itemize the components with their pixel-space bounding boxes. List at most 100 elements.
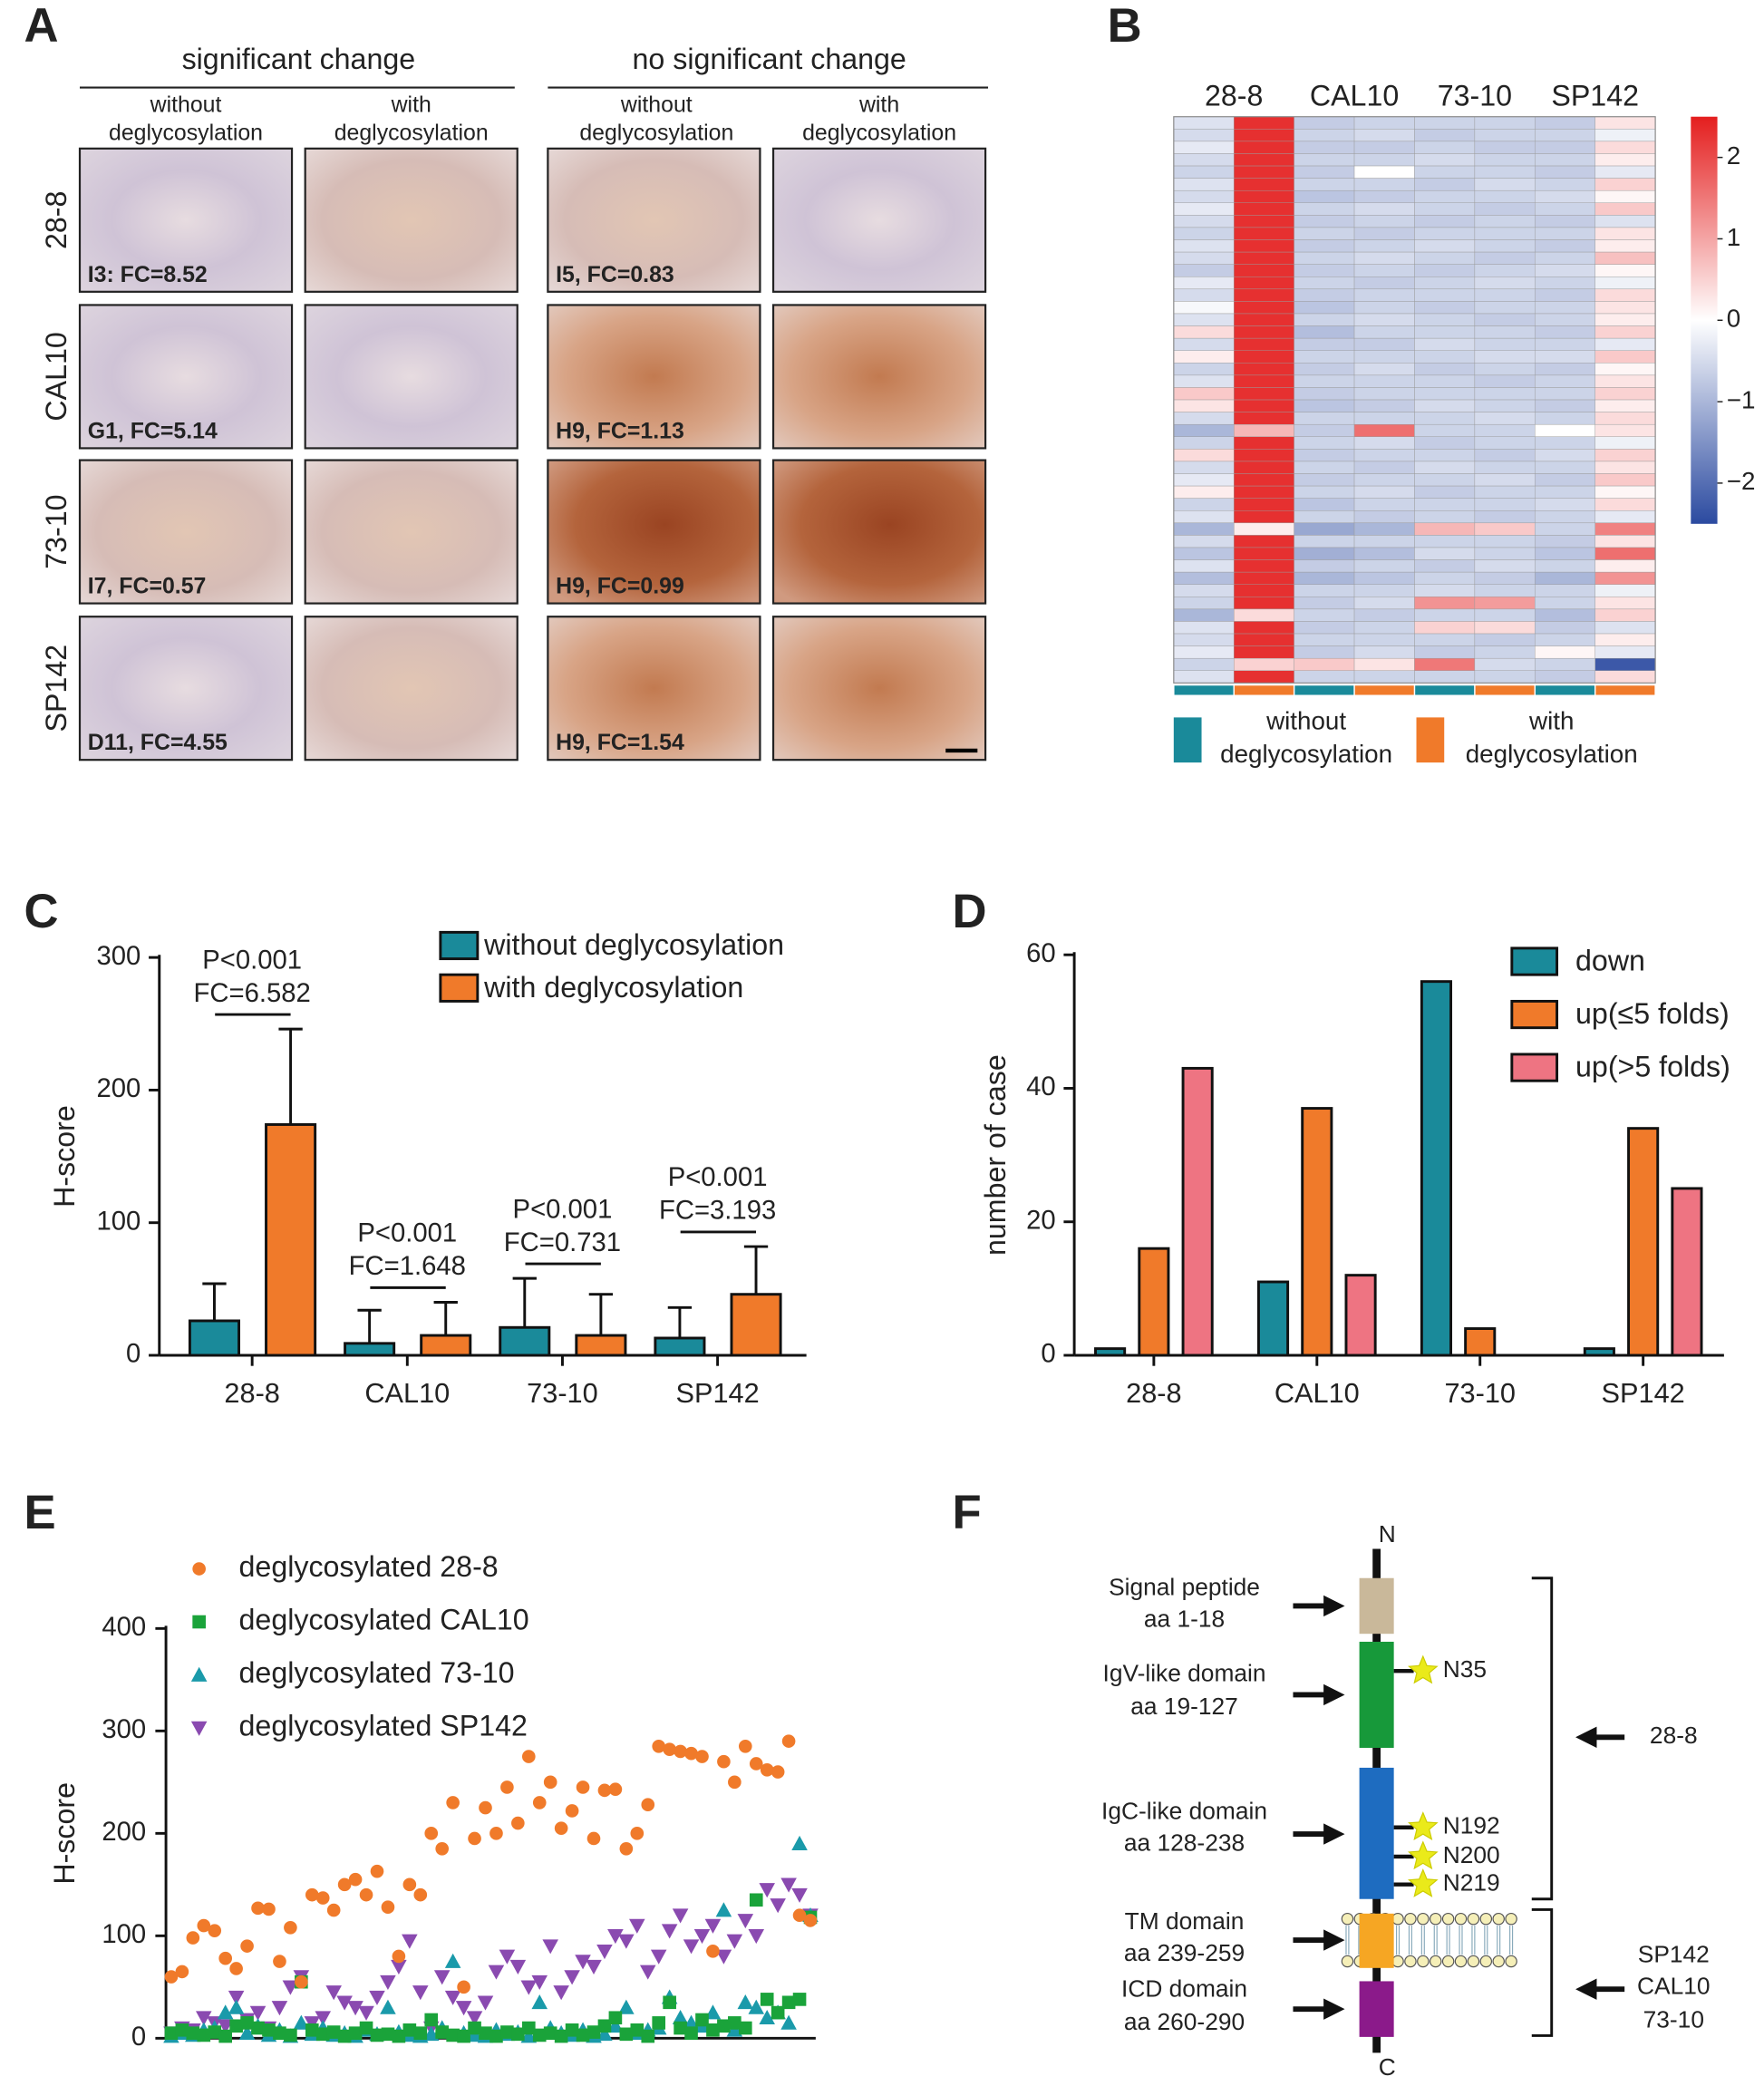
heatmap-cell bbox=[1173, 571, 1235, 585]
point bbox=[760, 1762, 774, 1777]
heatmap-cell bbox=[1234, 535, 1294, 548]
heatmap-cell bbox=[1414, 608, 1476, 622]
row-label: CAL10 bbox=[40, 332, 73, 421]
y-tick-label: 0 bbox=[126, 1340, 141, 1369]
point bbox=[630, 2023, 645, 2037]
domain-range: aa 1-18 bbox=[1144, 1606, 1225, 1633]
heatmap-cell bbox=[1594, 645, 1656, 659]
bar bbox=[730, 1293, 782, 1357]
legend-marker bbox=[190, 1666, 208, 1682]
heatmap-cell bbox=[1294, 535, 1355, 548]
heatmap-cell bbox=[1294, 387, 1355, 401]
heatmap-cell bbox=[1353, 227, 1415, 240]
heatmap-cell bbox=[1474, 189, 1536, 203]
lipid-head bbox=[1391, 1955, 1404, 1968]
heatmap-cell bbox=[1414, 350, 1476, 364]
heatmap-cell bbox=[1353, 399, 1415, 412]
point bbox=[607, 1929, 624, 1945]
y-axis-label: H-score bbox=[48, 1105, 81, 1208]
heatmap-cell bbox=[1173, 449, 1235, 462]
glycosylation-star bbox=[1408, 1840, 1439, 1870]
ihc-image bbox=[547, 147, 761, 293]
heatmap-cell bbox=[1353, 547, 1415, 560]
point bbox=[489, 1827, 503, 1840]
heatmap-cell bbox=[1474, 153, 1536, 167]
heatmap-cell bbox=[1294, 178, 1355, 191]
antibody-label: 73-10 bbox=[1643, 2005, 1704, 2033]
heatmap-cell bbox=[1294, 633, 1355, 646]
point bbox=[369, 1990, 385, 2005]
point bbox=[663, 1742, 676, 1756]
heatmap-cell bbox=[1535, 129, 1595, 142]
heatmap-cell bbox=[1594, 116, 1656, 130]
heatmap-cell bbox=[1294, 227, 1355, 240]
heatmap-cell bbox=[1474, 165, 1536, 179]
bar bbox=[1094, 1347, 1127, 1357]
heatmap-cell bbox=[1173, 670, 1235, 684]
point bbox=[738, 1739, 752, 1753]
point bbox=[347, 2001, 363, 2016]
domain-range: aa 260-290 bbox=[1124, 2008, 1245, 2035]
tile-label: H9, FC=1.13 bbox=[556, 418, 684, 443]
heatmap-cell bbox=[1294, 436, 1355, 450]
heatmap-cell bbox=[1353, 473, 1415, 487]
heatmap-cell bbox=[1414, 288, 1476, 302]
heatmap-cell bbox=[1173, 374, 1235, 388]
legend-swatch bbox=[1510, 946, 1559, 976]
heatmap-cell bbox=[1474, 423, 1536, 437]
heatmap-cell bbox=[1594, 633, 1656, 646]
x-tick-label: CAL10 bbox=[364, 1377, 450, 1409]
heatmap-cell bbox=[1594, 374, 1656, 388]
heatmap-cell bbox=[1414, 510, 1476, 524]
heatmap-cell bbox=[1594, 288, 1656, 302]
heatmap-cell bbox=[1414, 584, 1476, 597]
heatmap-cell bbox=[1594, 363, 1656, 376]
heatmap-cell bbox=[1294, 288, 1355, 302]
heatmap-cell bbox=[1173, 313, 1235, 326]
heatmap-cell bbox=[1414, 670, 1476, 684]
heatmap-cell bbox=[1234, 313, 1294, 326]
antibody-label: 28-8 bbox=[1650, 1722, 1698, 1749]
heatmap-cell bbox=[1535, 423, 1595, 437]
panel-label: F bbox=[953, 1486, 982, 1539]
legend-swatch bbox=[1510, 999, 1559, 1030]
point bbox=[444, 1953, 461, 1968]
point bbox=[565, 2023, 579, 2037]
heatmap-cell bbox=[1353, 645, 1415, 659]
point bbox=[446, 2028, 460, 2042]
heatmap-cell bbox=[1474, 498, 1536, 511]
point bbox=[218, 2029, 232, 2043]
point bbox=[348, 2026, 363, 2041]
condition-strip bbox=[1415, 685, 1475, 695]
legend-swatch bbox=[439, 973, 480, 1003]
point bbox=[273, 2026, 286, 2041]
heatmap-cell bbox=[1173, 645, 1235, 659]
heatmap-cell bbox=[1414, 264, 1476, 277]
annotation: P<0.001 bbox=[357, 1219, 457, 1248]
point bbox=[759, 2009, 775, 2025]
heatmap-cell bbox=[1594, 423, 1656, 437]
point bbox=[576, 2028, 590, 2042]
heatmap-cell bbox=[1535, 412, 1595, 425]
point bbox=[413, 1887, 428, 1902]
legend-label: down bbox=[1575, 945, 1645, 977]
point bbox=[284, 2028, 297, 2042]
heatmap-cell bbox=[1234, 608, 1294, 622]
heatmap-cell bbox=[1414, 277, 1476, 290]
heatmap-cell bbox=[1353, 571, 1415, 585]
heatmap-cell bbox=[1353, 584, 1415, 597]
point bbox=[683, 2014, 700, 2030]
point bbox=[652, 2016, 666, 2030]
heatmap-cell bbox=[1535, 189, 1595, 203]
bracket bbox=[1531, 1577, 1554, 1901]
heatmap-cell bbox=[1173, 621, 1235, 635]
legend-label: deglycosylation bbox=[1220, 740, 1392, 768]
heatmap-cell bbox=[1594, 202, 1656, 216]
condition-label: with bbox=[391, 92, 431, 118]
condition-label: without bbox=[150, 92, 222, 118]
point bbox=[728, 2016, 741, 2030]
point bbox=[337, 1877, 352, 1892]
heatmap-cell bbox=[1234, 129, 1294, 142]
heatmap-cell bbox=[1474, 337, 1536, 351]
